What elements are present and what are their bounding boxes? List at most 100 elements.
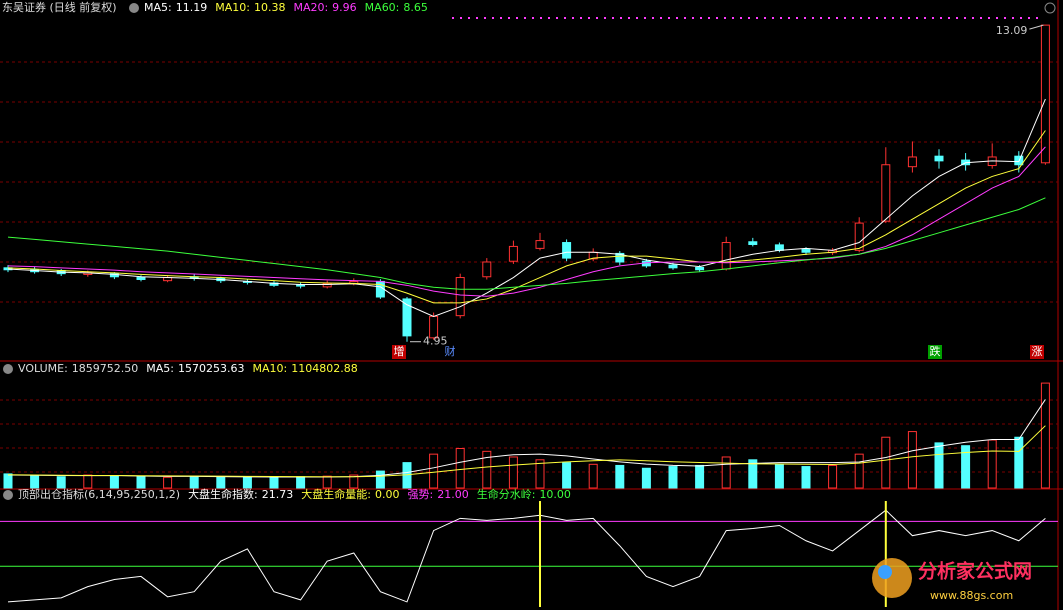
signal-dot xyxy=(460,17,462,19)
candle-body xyxy=(774,244,784,251)
volume-bar xyxy=(748,459,758,489)
signal-dot xyxy=(452,17,454,19)
volume-bar xyxy=(508,456,518,489)
legend-name: MA10: xyxy=(252,362,287,375)
candle-body xyxy=(1040,24,1050,164)
legend-name: MA5: xyxy=(146,362,174,375)
candle-body xyxy=(907,156,917,168)
signal-label: 增 xyxy=(394,344,405,358)
signal-dot xyxy=(940,17,942,19)
signal-dot xyxy=(516,17,518,19)
legend-name: 强势: xyxy=(408,488,434,501)
legend-name: MA60: xyxy=(365,1,400,14)
signal-dot xyxy=(860,17,862,19)
legend-value: 1570253.63 xyxy=(178,362,244,375)
signal-dot xyxy=(1020,17,1022,19)
candle-body xyxy=(508,245,518,262)
settings-icon[interactable] xyxy=(1044,2,1056,14)
indicator-line xyxy=(7,509,1046,603)
watermark-url: www.88gs.com xyxy=(930,589,1013,602)
volume-bar xyxy=(269,477,279,489)
signal-dot xyxy=(772,17,774,19)
signal-dot xyxy=(780,17,782,19)
volume-bar xyxy=(56,476,66,489)
volume-bar xyxy=(987,439,997,489)
signal-dot xyxy=(468,17,470,19)
panel-title: VOLUME: xyxy=(18,362,68,375)
signal-dot xyxy=(964,17,966,19)
ma-line xyxy=(7,130,1046,304)
menu-icon[interactable] xyxy=(3,364,13,374)
candle-body xyxy=(535,240,545,249)
volume-ma-line xyxy=(7,425,1046,478)
volume-bar xyxy=(907,431,917,489)
signal-label: 财 xyxy=(445,344,456,358)
candle-body xyxy=(695,266,705,271)
signal-dot xyxy=(844,17,846,19)
volume-bar xyxy=(349,474,359,489)
volume-bar xyxy=(163,476,173,489)
signal-dot xyxy=(476,17,478,19)
signal-dot xyxy=(708,17,710,19)
candle-body xyxy=(322,282,332,288)
volume-bar xyxy=(296,476,306,489)
signal-dot xyxy=(532,17,534,19)
signal-dot xyxy=(1004,17,1006,19)
legend-name: MA5: xyxy=(144,1,172,14)
signal-dot xyxy=(740,17,742,19)
legend-name: 大盘生命量能: xyxy=(301,487,371,501)
signal-dot xyxy=(924,17,926,19)
volume-bar xyxy=(482,450,492,489)
volume-bar xyxy=(615,464,625,489)
volume-bar xyxy=(588,463,598,489)
volume-bar xyxy=(429,453,439,489)
signal-bg xyxy=(928,345,942,359)
volume-bar xyxy=(189,475,199,489)
legend-value: 1859752.50 xyxy=(72,362,138,375)
signal-dot xyxy=(668,17,670,19)
volume-bar xyxy=(216,476,226,489)
signal-dot xyxy=(836,17,838,19)
volume-bar xyxy=(455,448,465,489)
signal-dot xyxy=(524,17,526,19)
signal-dot xyxy=(596,17,598,19)
chart-title: 东吴证券 (日线 前复权) xyxy=(2,0,117,14)
volume-bar xyxy=(801,466,811,489)
watermark-title: 分析家公式网 xyxy=(918,560,1032,583)
candle-body xyxy=(854,222,864,251)
candle-body xyxy=(402,298,412,337)
volume-bar xyxy=(535,459,545,489)
signal-dot xyxy=(724,17,726,19)
legend-value: 1104802.88 xyxy=(291,362,357,375)
menu-icon[interactable] xyxy=(3,490,13,500)
volume-bar xyxy=(695,464,705,489)
candle-body xyxy=(881,164,891,222)
signal-dot xyxy=(948,17,950,19)
signal-dot xyxy=(812,17,814,19)
signal-dot xyxy=(1012,17,1014,19)
signal-bg xyxy=(1030,345,1044,359)
signal-dot xyxy=(612,17,614,19)
min-label: 4.95 xyxy=(423,335,448,348)
candle-body xyxy=(562,242,572,259)
signal-dot xyxy=(796,17,798,19)
signal-dot xyxy=(788,17,790,19)
max-label: 13.09 xyxy=(996,24,1028,37)
volume-bar xyxy=(828,464,838,489)
volume-bar xyxy=(854,453,864,489)
menu-icon[interactable] xyxy=(129,3,139,13)
signal-dot xyxy=(828,17,830,19)
candle-body xyxy=(721,242,731,270)
panel-title: 顶部出仓指标(6,14,95,250,1,2) xyxy=(18,487,180,501)
candle-body xyxy=(136,277,146,280)
signal-dot xyxy=(652,17,654,19)
signal-dot xyxy=(500,17,502,19)
panel-header: 顶部出仓指标(6,14,95,250,1,2) 大盘生命指数: 21.73 大盘生命量… xyxy=(18,487,571,501)
ma-line xyxy=(7,146,1046,297)
volume-bar xyxy=(109,475,119,489)
legend-name: MA10: xyxy=(215,1,250,14)
signal-dot xyxy=(804,17,806,19)
panel-header: 东吴证券 (日线 前复权) xyxy=(2,0,117,14)
